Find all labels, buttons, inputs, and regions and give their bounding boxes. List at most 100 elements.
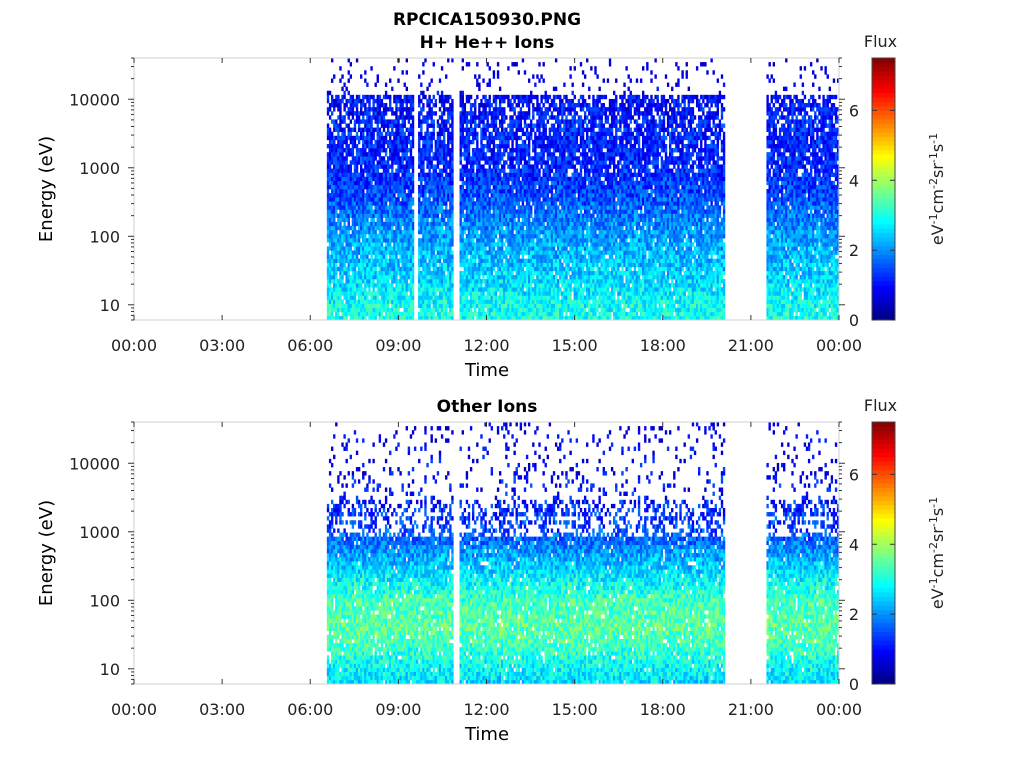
heatmap-cell: [395, 156, 398, 161]
heatmap-cell: [345, 184, 348, 190]
heatmap-cell: [407, 193, 411, 198]
heatmap-cell: [333, 164, 336, 169]
heatmap-cell: [422, 299, 425, 304]
heatmap-cell: [345, 287, 348, 292]
heatmap-cell: [397, 78, 400, 83]
heatmap-cell: [449, 197, 452, 202]
heatmap-cell: [469, 250, 473, 255]
heatmap-cell: [391, 201, 394, 206]
heatmap-cell: [409, 176, 413, 182]
heatmap-cell: [378, 221, 382, 227]
heatmap-cell: [337, 115, 340, 120]
heatmap-cell: [382, 291, 386, 296]
heatmap-cell: [407, 135, 411, 141]
heatmap-cell: [492, 307, 496, 313]
heatmap-cell: [364, 127, 367, 132]
heatmap-cell: [440, 193, 444, 198]
heatmap-cell: [440, 98, 444, 104]
heatmap-cell: [374, 152, 377, 157]
heatmap-cell: [362, 139, 365, 145]
heatmap-cell: [357, 209, 361, 214]
heatmap-cell: [432, 180, 435, 186]
heatmap-cell: [395, 246, 398, 251]
heatmap-cell: [349, 303, 353, 309]
heatmap-cell: [511, 139, 514, 145]
heatmap-cell: [501, 201, 504, 206]
heatmap-cell: [432, 62, 435, 67]
heatmap-cell: [422, 115, 425, 120]
heatmap-cell: [426, 135, 429, 141]
heatmap-cell: [355, 197, 359, 202]
heatmap-cell: [534, 193, 537, 198]
heatmap-cell: [401, 270, 404, 276]
heatmap-cell: [430, 258, 433, 263]
heatmap-cell: [503, 168, 506, 173]
heatmap-cell: [434, 307, 438, 313]
heatmap-cell: [370, 311, 373, 317]
heatmap-cell: [420, 287, 423, 292]
heatmap-cell: [403, 189, 406, 194]
heatmap-cell: [459, 258, 462, 263]
heatmap-cell: [405, 135, 408, 141]
heatmap-cell: [534, 242, 537, 247]
heatmap-cell: [492, 315, 496, 321]
heatmap-cell: [505, 295, 508, 300]
heatmap-cell: [399, 258, 402, 263]
heatmap-cell: [507, 279, 510, 284]
heatmap-cell: [391, 279, 394, 284]
heatmap-cell: [469, 315, 473, 321]
heatmap-cell: [341, 139, 344, 145]
heatmap-cell: [494, 127, 498, 132]
heatmap-cell: [511, 246, 514, 251]
heatmap-cell: [426, 156, 429, 161]
heatmap-cell: [399, 229, 402, 235]
heatmap-cell: [430, 299, 433, 304]
heatmap-cell: [476, 189, 479, 194]
heatmap-cell: [418, 295, 421, 300]
heatmap-cell: [513, 148, 516, 153]
heatmap-cell: [335, 160, 338, 165]
heatmap-cell: [498, 246, 502, 251]
heatmap-cell: [474, 205, 477, 210]
heatmap-cell: [428, 82, 431, 87]
heatmap-cell: [428, 250, 431, 255]
heatmap-cell: [532, 266, 535, 272]
heatmap-cell: [538, 135, 541, 141]
heatmap-cell: [463, 254, 467, 259]
heatmap-cell: [347, 115, 350, 120]
heatmap-cell: [525, 283, 529, 288]
heatmap-cell: [503, 176, 506, 182]
heatmap-cell: [523, 98, 527, 104]
heatmap-cell: [436, 184, 440, 190]
heatmap-cell: [384, 291, 388, 296]
heatmap-cell: [376, 111, 379, 116]
heatmap-cell: [362, 152, 365, 157]
heatmap-cell: [513, 168, 516, 173]
heatmap-cell: [389, 283, 392, 288]
heatmap-cell: [333, 135, 336, 141]
heatmap-cell: [339, 184, 342, 190]
heatmap-cell: [451, 176, 454, 182]
heatmap-cell: [337, 315, 340, 321]
heatmap-cell: [474, 193, 477, 198]
heatmap-cell: [511, 201, 514, 206]
heatmap-cell: [451, 307, 454, 313]
heatmap-cell: [409, 193, 413, 198]
heatmap-cell: [523, 156, 527, 161]
heatmap-cell: [405, 197, 408, 202]
heatmap-cell: [343, 172, 346, 178]
heatmap-cell: [505, 254, 508, 259]
heatmap-cell: [463, 168, 467, 173]
heatmap-cell: [459, 201, 462, 206]
heatmap-cell: [507, 311, 510, 317]
heatmap-cell: [434, 176, 438, 182]
heatmap-cell: [355, 131, 359, 137]
heatmap-cell: [471, 103, 475, 108]
heatmap-cell: [538, 127, 541, 132]
heatmap-cell: [343, 291, 346, 296]
heatmap-cell: [337, 189, 340, 194]
heatmap-cell: [486, 229, 489, 235]
heatmap-cell: [459, 139, 462, 145]
heatmap-cell: [420, 135, 423, 141]
heatmap-cell: [399, 287, 402, 292]
